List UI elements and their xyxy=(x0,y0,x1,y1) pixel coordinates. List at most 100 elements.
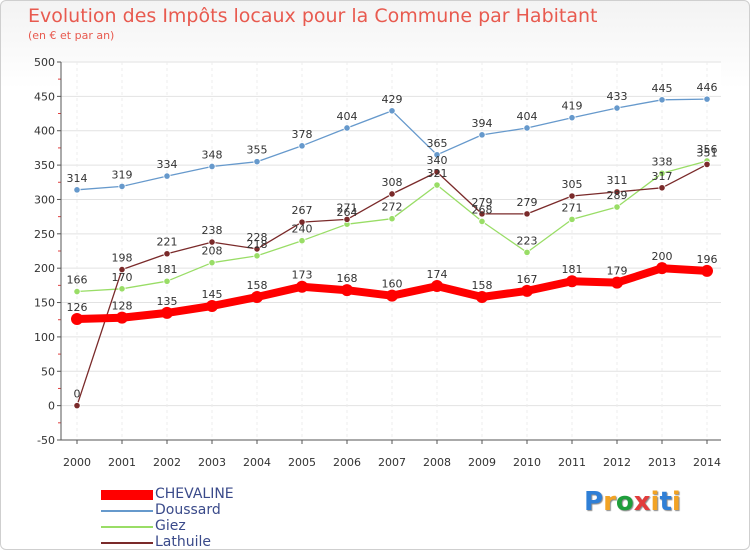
y-tick-label: 150 xyxy=(34,297,55,310)
data-point-giez xyxy=(118,285,126,293)
data-point-giez xyxy=(388,215,396,223)
data-point-lathuile xyxy=(298,218,306,226)
data-label-doussard: 404 xyxy=(517,110,538,123)
data-point-chevaline xyxy=(161,306,173,319)
data-label-chevaline: 158 xyxy=(247,279,268,292)
data-point-lathuile xyxy=(568,192,576,200)
data-point-doussard xyxy=(613,104,621,112)
data-point-lathuile xyxy=(658,184,666,192)
data-labels: 126 128 135 145 158 173 168 160 174 158 167 181 179 2… xyxy=(67,81,718,401)
data-label-chevaline: 135 xyxy=(157,295,178,308)
data-label-giez: 289 xyxy=(607,189,628,202)
data-label-giez: 218 xyxy=(247,238,268,251)
data-point-doussard xyxy=(73,186,81,194)
data-point-lathuile xyxy=(253,245,261,253)
data-label-chevaline: 160 xyxy=(382,278,403,291)
data-label-lathuile: 279 xyxy=(472,196,493,209)
y-tick-label: 450 xyxy=(34,90,55,103)
data-point-chevaline xyxy=(431,280,443,293)
y-tick-label: 400 xyxy=(34,125,55,138)
data-point-lathuile xyxy=(478,210,486,218)
x-tick-label: 2010 xyxy=(513,456,541,469)
y-tick-label: 350 xyxy=(34,159,55,172)
data-label-doussard: 319 xyxy=(112,168,133,181)
data-point-giez xyxy=(253,252,261,260)
legend-swatch-chevaline xyxy=(101,490,153,500)
data-label-chevaline: 173 xyxy=(292,269,313,282)
data-point-giez xyxy=(568,215,576,223)
y-tick-label: 0 xyxy=(48,400,55,413)
x-tick-label: 2012 xyxy=(603,456,631,469)
data-point-chevaline xyxy=(206,299,218,312)
data-label-lathuile: 228 xyxy=(247,231,268,244)
grid-lines xyxy=(61,61,721,441)
data-label-chevaline: 158 xyxy=(472,279,493,292)
data-label-doussard: 355 xyxy=(247,144,268,157)
x-tick-label: 2006 xyxy=(333,456,361,469)
data-label-giez: 338 xyxy=(652,155,673,168)
data-point-giez xyxy=(433,181,441,189)
data-label-chevaline: 145 xyxy=(202,288,223,301)
data-point-doussard xyxy=(343,124,351,132)
x-tick-label: 2013 xyxy=(648,456,676,469)
data-point-chevaline xyxy=(341,284,353,297)
data-label-doussard: 429 xyxy=(382,93,403,106)
data-label-chevaline: 128 xyxy=(112,300,133,313)
x-tick-label: 2008 xyxy=(423,456,451,469)
data-label-chevaline: 196 xyxy=(697,253,718,266)
data-point-giez xyxy=(208,259,216,267)
y-tick-label: 200 xyxy=(34,262,55,275)
x-tick-label: 2001 xyxy=(108,456,136,469)
chart-title: Evolution des Impôts locaux pour la Comm… xyxy=(28,5,598,27)
data-point-doussard xyxy=(658,96,666,104)
data-label-giez: 170 xyxy=(112,271,133,284)
data-label-giez: 223 xyxy=(517,234,538,247)
data-label-doussard: 419 xyxy=(562,100,583,113)
data-label-doussard: 404 xyxy=(337,110,358,123)
legend-label-chevaline: CHEVALINE xyxy=(155,486,234,502)
data-point-chevaline xyxy=(296,280,308,293)
data-label-lathuile: 0 xyxy=(74,388,81,401)
data-label-lathuile: 271 xyxy=(337,201,358,214)
data-point-giez xyxy=(298,237,306,245)
data-point-giez xyxy=(163,277,171,285)
data-label-giez: 264 xyxy=(337,206,358,219)
data-point-giez xyxy=(658,169,666,177)
data-label-chevaline: 200 xyxy=(652,250,673,263)
logo-letter: o xyxy=(615,487,634,517)
data-label-lathuile: 221 xyxy=(157,236,178,249)
data-point-chevaline xyxy=(476,291,488,304)
logo-letter: P xyxy=(584,487,604,517)
data-point-doussard xyxy=(478,131,486,139)
x-tick-label: 2003 xyxy=(198,456,226,469)
legend-swatch-doussard xyxy=(101,510,153,512)
data-point-doussard xyxy=(703,95,711,103)
data-label-doussard: 445 xyxy=(652,82,673,95)
x-tick-label: 2011 xyxy=(558,456,586,469)
data-label-giez: 271 xyxy=(562,201,583,214)
data-point-chevaline xyxy=(521,284,533,297)
data-label-lathuile: 305 xyxy=(562,178,583,191)
data-label-doussard: 378 xyxy=(292,128,313,141)
legend-label-giez: Giez xyxy=(155,518,186,534)
data-label-giez: 166 xyxy=(67,274,88,287)
proxiti-logo: Proxiti xyxy=(584,487,681,517)
data-label-giez: 181 xyxy=(157,263,178,276)
data-label-giez: 272 xyxy=(382,201,403,214)
data-point-doussard xyxy=(298,142,306,150)
data-label-doussard: 433 xyxy=(607,90,628,103)
legend-label-lathuile: Lathuile xyxy=(155,534,212,550)
data-point-giez xyxy=(523,248,531,256)
x-tick-label: 2000 xyxy=(63,456,91,469)
data-point-doussard xyxy=(208,162,216,171)
data-point-chevaline xyxy=(656,262,668,275)
data-point-giez xyxy=(478,217,486,226)
data-label-doussard: 348 xyxy=(202,148,223,161)
logo-letter: r xyxy=(603,487,616,517)
data-point-doussard xyxy=(118,182,126,190)
chart-subtitle: (en € et par an) xyxy=(28,29,115,42)
data-label-lathuile: 279 xyxy=(517,196,538,209)
legend-label-doussard: Doussard xyxy=(155,502,221,518)
data-label-giez: 208 xyxy=(202,245,223,258)
